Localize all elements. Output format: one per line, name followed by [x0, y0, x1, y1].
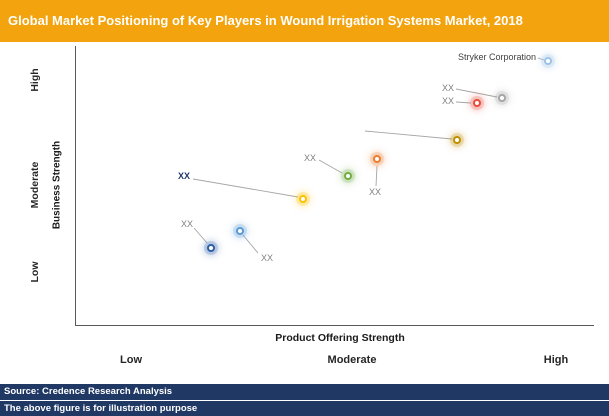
- disclaimer-bar: The above figure is for illustration pur…: [0, 400, 609, 416]
- leader-line: [455, 88, 498, 98]
- data-point-xx: [373, 155, 381, 163]
- title-banner: Global Market Positioning of Key Players…: [0, 0, 609, 42]
- plot-axes: [75, 46, 594, 326]
- data-point-stryker: [544, 57, 552, 65]
- point-label-xx: XX: [368, 187, 382, 197]
- plot-layer: Stryker Corporation XX XX XX XX XX XX XX: [0, 42, 609, 384]
- data-point-xx: [207, 244, 215, 252]
- leader-line: [455, 101, 472, 104]
- leader-line: [537, 57, 545, 61]
- chart-area: Business Strength High Moderate Low Prod…: [0, 42, 609, 384]
- point-label-xx: XX: [441, 83, 454, 93]
- data-point-xx: [453, 136, 461, 144]
- point-label-xx: XX: [177, 171, 190, 181]
- point-label-xx: XX: [180, 219, 193, 229]
- x-axis-title: Product Offering Strength: [275, 332, 405, 344]
- data-point-xx: [498, 94, 506, 102]
- x-tick-low: Low: [120, 354, 142, 366]
- point-label-xx: XX: [261, 253, 274, 263]
- chart-title: Global Market Positioning of Key Players…: [8, 13, 523, 28]
- leader-line: [192, 178, 299, 198]
- data-point-xx: [236, 227, 244, 235]
- leader-line: [375, 165, 378, 187]
- data-point-xx: [299, 195, 307, 203]
- x-tick-high: High: [543, 354, 569, 366]
- point-label-company: Stryker Corporation: [457, 52, 536, 62]
- source-bar: Source: Credence Research Analysis: [0, 384, 609, 400]
- data-point-xx: [344, 172, 352, 180]
- leader-line: [318, 159, 343, 174]
- x-tick-moderate: Moderate: [327, 354, 377, 366]
- leader-line: [242, 234, 259, 254]
- leader-line: [193, 227, 208, 244]
- data-point-xx: [473, 99, 481, 107]
- leader-lines-layer: [192, 57, 545, 254]
- leader-line: [364, 130, 453, 140]
- point-label-xx: XX: [303, 153, 316, 163]
- point-label-xx: XX: [441, 96, 454, 106]
